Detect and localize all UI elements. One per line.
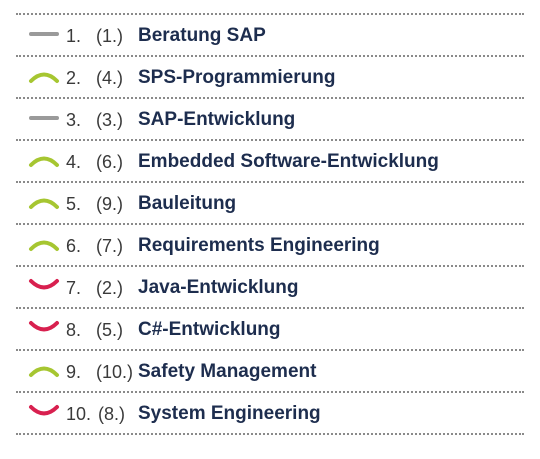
previous-rank: (2.) xyxy=(96,278,123,298)
rank-number: 10. xyxy=(66,404,92,424)
ranking-row: 3. (3.) SAP-Entwicklung xyxy=(16,97,524,139)
ranking-row: 9. (10.) Safety Management xyxy=(16,349,524,391)
job-title: Bauleitung xyxy=(138,193,237,214)
chevron-down-icon xyxy=(28,319,62,337)
previous-rank: (9.) xyxy=(96,194,123,214)
dash-icon xyxy=(28,109,62,127)
job-title: Java-Entwicklung xyxy=(138,277,299,298)
chevron-down-icon xyxy=(28,277,62,295)
ranking-row: 7. (2.) Java-Entwicklung xyxy=(16,265,524,307)
rank-number: 1. xyxy=(66,26,82,46)
ranking-row: 2. (4.) SPS-Programmierung xyxy=(16,55,524,97)
rank-number: 3. xyxy=(66,110,82,130)
rank-number: 8. xyxy=(66,320,82,340)
chevron-up-icon xyxy=(28,67,62,85)
previous-rank: (7.) xyxy=(96,236,123,256)
chevron-up-icon xyxy=(28,151,62,169)
job-title: Embedded Software-Entwicklung xyxy=(138,151,439,172)
previous-rank: (8.) xyxy=(98,404,125,424)
rank-number: 6. xyxy=(66,236,82,256)
chevron-up-icon xyxy=(28,193,62,211)
dash-icon xyxy=(28,25,62,43)
ranking-row: 10. (8.) System Engineering xyxy=(16,391,524,435)
job-title: Safety Management xyxy=(138,361,317,382)
chevron-up-icon xyxy=(28,235,62,253)
job-title: SPS-Programmierung xyxy=(138,67,336,88)
rank-number: 7. xyxy=(66,278,82,298)
previous-rank: (1.) xyxy=(96,26,123,46)
job-title: Beratung SAP xyxy=(138,25,266,46)
job-title: C#-Entwicklung xyxy=(138,319,281,340)
ranking-list: 1. (1.) Beratung SAP 2. (4.) SPS-Program… xyxy=(16,13,524,435)
previous-rank: (4.) xyxy=(96,68,123,88)
ranking-row: 5. (9.) Bauleitung xyxy=(16,181,524,223)
previous-rank: (3.) xyxy=(96,110,123,130)
job-title: Requirements Engineering xyxy=(138,235,380,256)
chevron-down-icon xyxy=(28,403,62,421)
rank-number: 5. xyxy=(66,194,82,214)
previous-rank: (6.) xyxy=(96,152,123,172)
rank-number: 4. xyxy=(66,152,82,172)
ranking-row: 1. (1.) Beratung SAP xyxy=(16,13,524,55)
ranking-row: 6. (7.) Requirements Engineering xyxy=(16,223,524,265)
rank-number: 2. xyxy=(66,68,82,88)
job-title: SAP-Entwicklung xyxy=(138,109,296,130)
ranking-row: 8. (5.) C#-Entwicklung xyxy=(16,307,524,349)
previous-rank: (5.) xyxy=(96,320,123,340)
chevron-up-icon xyxy=(28,361,62,379)
job-title: System Engineering xyxy=(138,403,321,424)
previous-rank: (10.) xyxy=(96,362,134,382)
rank-number: 9. xyxy=(66,362,82,382)
ranking-row: 4. (6.) Embedded Software-Entwicklung xyxy=(16,139,524,181)
